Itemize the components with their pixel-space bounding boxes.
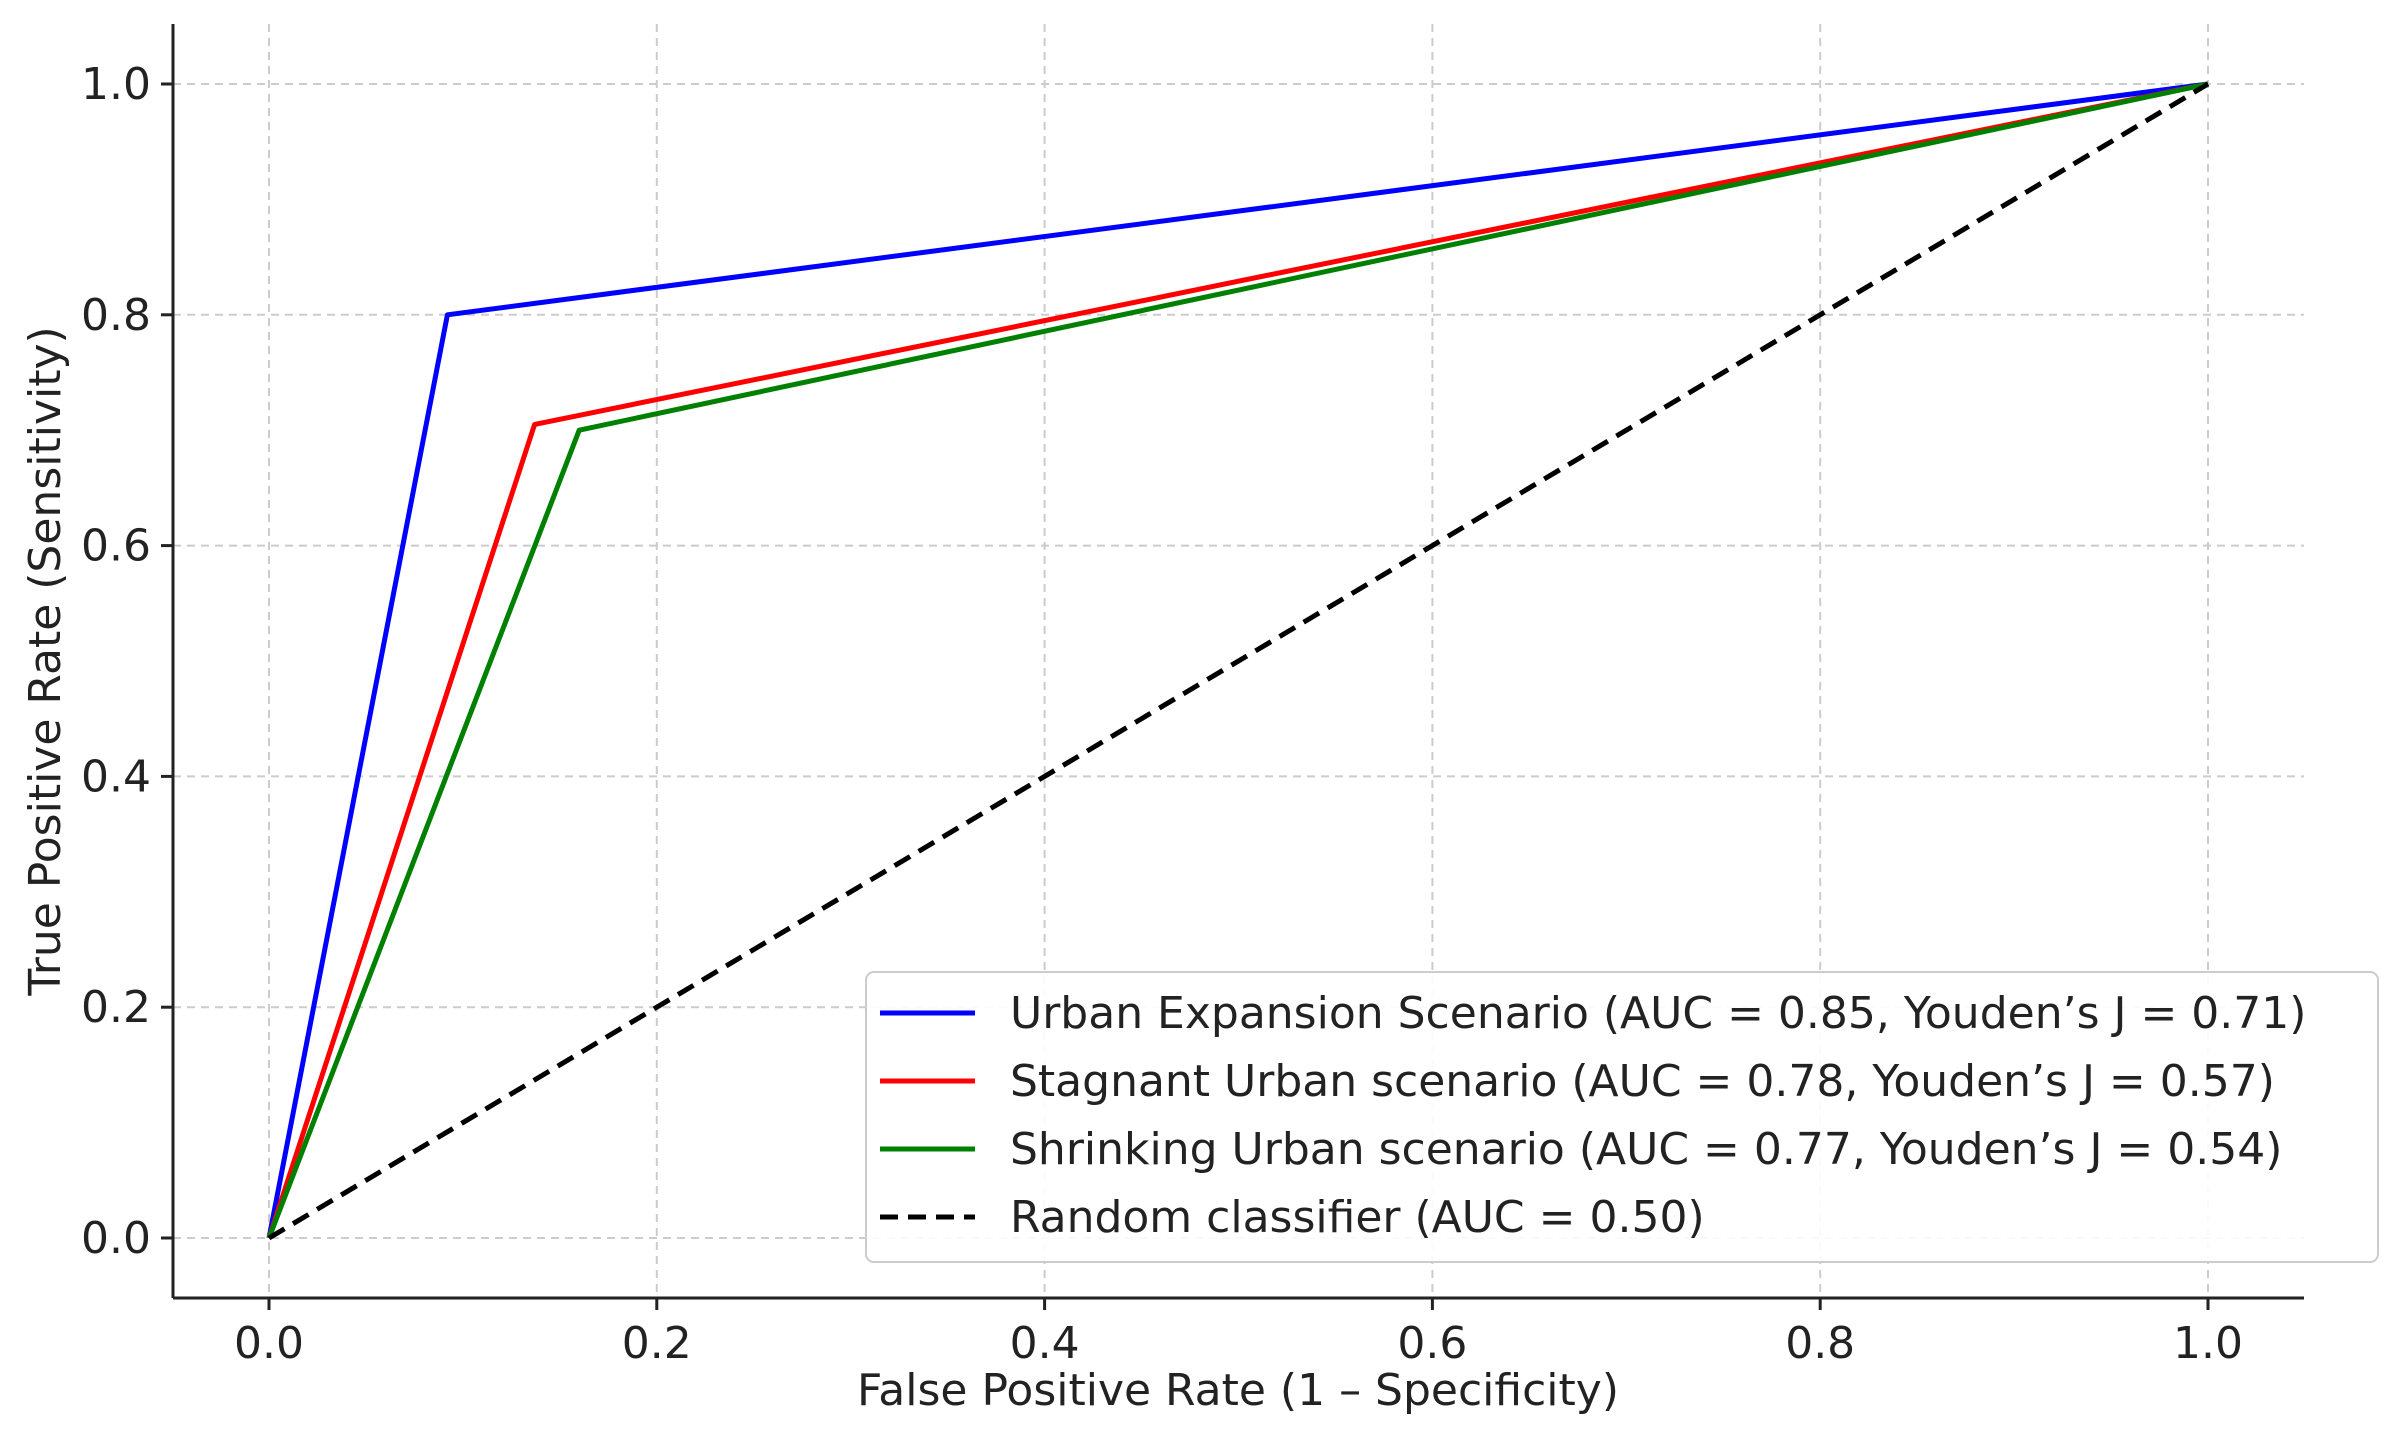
legend-label-shrinking-urban-scenario: Shrinking Urban scenario (AUC = 0.77, Yo… xyxy=(1010,1124,2282,1175)
legend-label-urban-expansion-scenario: Urban Expansion Scenario (AUC = 0.85, Yo… xyxy=(1010,988,2306,1039)
legend-label-random-classifier: Random classifier (AUC = 0.50) xyxy=(1010,1192,1705,1243)
x-tick-label: 0.6 xyxy=(1397,1318,1467,1369)
x-tick-label: 0.0 xyxy=(234,1318,304,1369)
legend-items: Urban Expansion Scenario (AUC = 0.85, Yo… xyxy=(880,988,2306,1243)
y-tick-label: 0.4 xyxy=(81,751,151,802)
y-tick-label: 0.0 xyxy=(81,1213,151,1264)
legend-box xyxy=(865,971,2379,1263)
series-line-stagnant-urban-scenario xyxy=(266,81,2209,1239)
y-tick-label: 0.6 xyxy=(81,521,151,572)
series-line-shrinking-urban-scenario xyxy=(266,81,2209,1239)
series-lines xyxy=(266,81,2210,1241)
x-tick-label: 0.8 xyxy=(1785,1318,1855,1369)
y-tick-label: 0.8 xyxy=(81,290,151,341)
legend: Urban Expansion Scenario (AUC = 0.85, Yo… xyxy=(865,971,2379,1263)
y-axis-label: True Positive Rate (Sensitivity) xyxy=(20,326,71,996)
series-line-random-classifier xyxy=(267,81,2210,1241)
y-tick-label: 1.0 xyxy=(81,59,151,110)
x-tick-label: 0.2 xyxy=(622,1318,692,1369)
y-tick-label: 0.2 xyxy=(81,982,151,1033)
x-tick-label: 1.0 xyxy=(2173,1318,2243,1369)
y-axis-ticks: 0.0 0.2 0.4 0.6 0.8 1.0 xyxy=(81,59,173,1264)
x-axis-label: False Positive Rate (1 – Specificity) xyxy=(857,1365,1619,1416)
legend-label-stagnant-urban-scenario: Stagnant Urban scenario (AUC = 0.78, You… xyxy=(1010,1056,2275,1107)
x-tick-label: 0.4 xyxy=(1010,1318,1080,1369)
x-axis-ticks: 0.0 0.2 0.4 0.6 0.8 1.0 xyxy=(234,1298,2243,1369)
series-line-urban-expansion-scenario xyxy=(266,81,2209,1239)
